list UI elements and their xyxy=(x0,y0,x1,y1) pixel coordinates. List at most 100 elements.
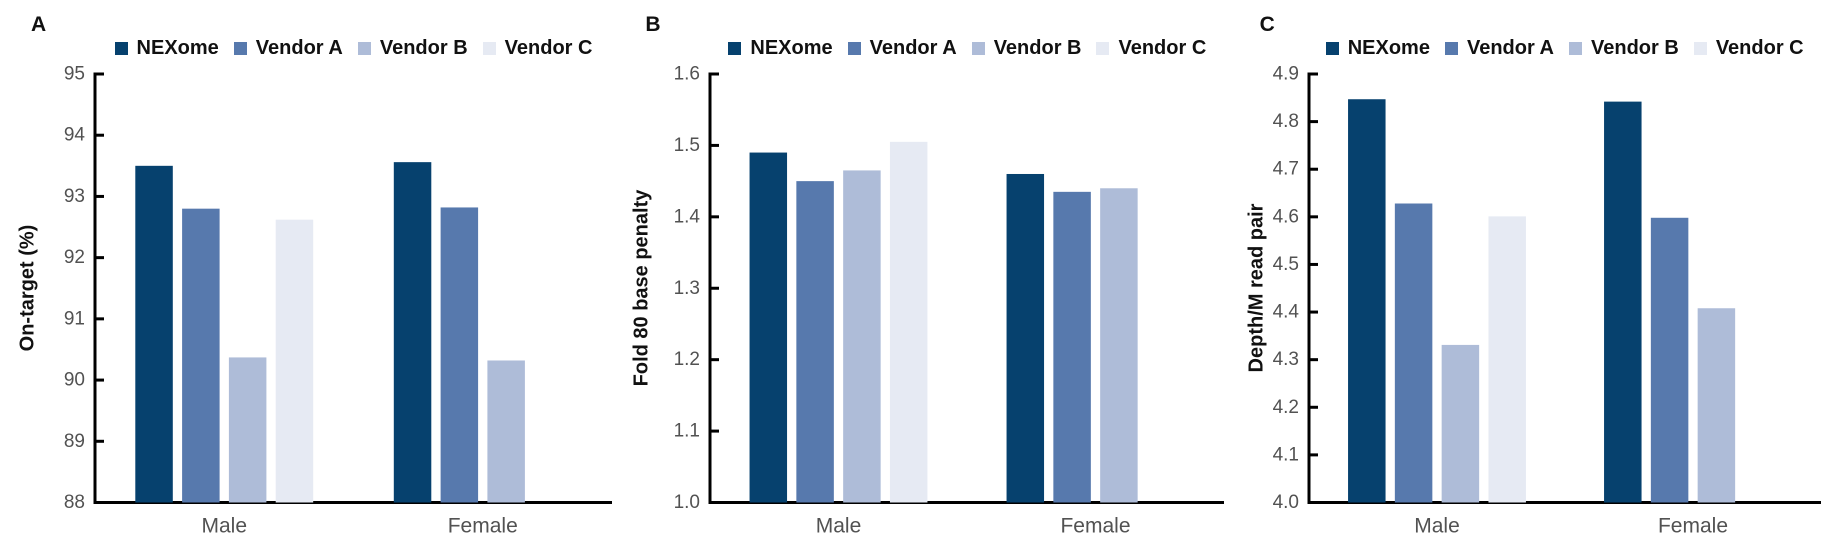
bar-vendor-c-male xyxy=(275,219,314,503)
legend-item-vendor-b: Vendor B xyxy=(357,36,468,60)
y-tick-label: 4.2 xyxy=(1272,397,1298,418)
bar-vendor-a-male xyxy=(796,181,835,503)
y-tick-label: 1.0 xyxy=(674,492,700,513)
legend-label: Vendor C xyxy=(504,36,593,59)
legend-swatch-vendor-c xyxy=(482,41,496,55)
bar-vendor-a-female xyxy=(1650,217,1689,503)
y-tick-label: 4.4 xyxy=(1272,302,1299,323)
legend-swatch-vendor-b xyxy=(357,41,371,55)
legend: NEXome Vendor A Vendor B Vendor C xyxy=(95,35,612,61)
legend-item-vendor-c: Vendor C xyxy=(482,36,593,60)
bar-vendor-c-male xyxy=(1488,216,1526,503)
legend-swatch-nexome xyxy=(1325,41,1339,55)
y-tick-label: 1.2 xyxy=(674,349,700,370)
bar-vendor-b-female xyxy=(1100,188,1138,503)
legend-item-vendor-c: Vendor C xyxy=(1096,37,1206,60)
panel-a: A On-target (%) NEXome Vendor A Vendor B Ve… xyxy=(0,0,614,558)
legend-label: Vendor A xyxy=(1466,36,1555,59)
legend-item-nexome: NEXome xyxy=(1325,36,1430,60)
bar-vendor-a-male xyxy=(1394,203,1433,503)
y-tick-label: 1.6 xyxy=(674,64,700,85)
bar-nexome-female xyxy=(1006,173,1045,503)
legend-swatch-vendor-c xyxy=(1693,41,1707,55)
bar-vendor-a-male xyxy=(182,208,220,503)
y-tick-label: 90 xyxy=(64,370,85,391)
y-tick-label: 89 xyxy=(64,431,85,452)
legend: NEXome Vendor A Vendor B Vendor C xyxy=(1309,35,1821,61)
panel-letter-b: B xyxy=(645,13,661,36)
y-tick-label: 92 xyxy=(64,247,85,268)
legend-item-vendor-b: Vendor B xyxy=(971,36,1082,60)
bar-vendor-b-male xyxy=(1441,344,1479,503)
y-tick-label: 4.8 xyxy=(1272,111,1298,132)
legend-swatch-vendor-a xyxy=(233,41,247,55)
legend-label: Vendor B xyxy=(379,36,468,59)
bar-chart-depth: 4.0 4.1 4.2 4.3 4.4 4.5 4.6 4.7 4.8 4.9 Male Female xyxy=(1272,64,1821,538)
legend-swatch-vendor-b xyxy=(971,41,985,55)
legend-swatch-vendor-b xyxy=(1569,41,1583,55)
legend-label: Vendor B xyxy=(1591,36,1679,59)
legend-swatch-vendor-a xyxy=(847,41,861,55)
bar-nexome-male xyxy=(749,152,788,503)
y-tick-label: 4.6 xyxy=(1272,206,1298,227)
legend-label: Vendor A xyxy=(255,36,343,59)
bar-vendor-a-female xyxy=(440,207,479,503)
y-tick-label: 4.0 xyxy=(1272,492,1298,513)
legend-label: Vendor B xyxy=(993,36,1082,59)
legend: NEXome Vendor A Vendor B Vendor C xyxy=(710,35,1224,61)
y-tick-label: 4.7 xyxy=(1272,159,1298,180)
panel-letter-c: C xyxy=(1259,13,1275,36)
y-tick-label: 93 xyxy=(64,186,85,207)
legend-item-vendor-b: Vendor B xyxy=(1569,37,1679,60)
x-category-label-female: Female xyxy=(1061,515,1131,538)
bar-vendor-c-male xyxy=(890,141,928,503)
y-tick-label: 91 xyxy=(64,308,85,329)
legend-swatch-vendor-a xyxy=(1444,41,1458,55)
legend-item-nexome: NEXome xyxy=(728,36,833,60)
bar-vendor-a-female xyxy=(1053,191,1092,503)
legend-item-nexome: NEXome xyxy=(114,36,219,60)
legend-item-vendor-a: Vendor A xyxy=(233,36,343,60)
legend-label: NEXome xyxy=(136,36,219,59)
y-tick-label: 1.1 xyxy=(674,421,700,442)
y-tick-label: 4.1 xyxy=(1272,444,1298,465)
legend-swatch-vendor-c xyxy=(1096,41,1110,55)
legend-label: Vendor A xyxy=(869,36,957,59)
y-tick-label: 4.9 xyxy=(1272,64,1298,85)
y-tick-label: 1.3 xyxy=(674,278,700,299)
bar-chart-fold80: 1.0 1.1 1.2 1.3 1.4 1.5 1.6 Male Female xyxy=(674,64,1225,538)
x-category-label-female: Female xyxy=(1658,515,1728,538)
y-tick-label: 88 xyxy=(64,492,85,513)
legend-label: Vendor C xyxy=(1715,36,1804,59)
legend-label: NEXome xyxy=(750,36,833,59)
y-tick-label: 4.3 xyxy=(1272,349,1298,370)
x-category-label-male: Male xyxy=(816,515,862,538)
y-tick-label: 1.4 xyxy=(674,206,701,227)
legend-swatch-nexome xyxy=(114,41,128,55)
bar-chart-on-target: 88 89 90 91 92 93 94 95 Male Female xyxy=(64,64,612,538)
y-tick-label: 95 xyxy=(64,64,85,85)
y-tick-label: 4.5 xyxy=(1272,254,1298,275)
x-category-label-female: Female xyxy=(448,515,518,538)
legend-label: Vendor C xyxy=(1118,36,1207,59)
panel-b: B Fold 80 base penalty NEXome Vendor A Ven… xyxy=(614,0,1228,558)
legend-label: NEXome xyxy=(1347,36,1430,59)
bar-vendor-b-female xyxy=(487,360,525,503)
y-tick-label: 94 xyxy=(64,125,86,146)
bar-vendor-b-male xyxy=(228,357,267,503)
bar-vendor-b-female xyxy=(1697,308,1735,503)
legend-item-vendor-c: Vendor C xyxy=(1693,36,1804,60)
bar-vendor-b-male xyxy=(843,170,881,503)
legend-item-vendor-a: Vendor A xyxy=(1444,36,1555,60)
panel-c: C Depth/M read pair NEXome Vendor A Vendor… xyxy=(1229,0,1843,558)
bar-nexome-male xyxy=(1347,99,1386,503)
x-category-label-male: Male xyxy=(1414,515,1460,538)
y-tick-label: 1.5 xyxy=(674,135,700,156)
bar-nexome-female xyxy=(1603,101,1642,503)
panel-letter-a: A xyxy=(31,13,47,36)
bar-nexome-female xyxy=(393,162,432,503)
bar-nexome-male xyxy=(135,165,173,503)
x-category-label-male: Male xyxy=(201,515,247,538)
legend-item-vendor-a: Vendor A xyxy=(847,36,957,60)
